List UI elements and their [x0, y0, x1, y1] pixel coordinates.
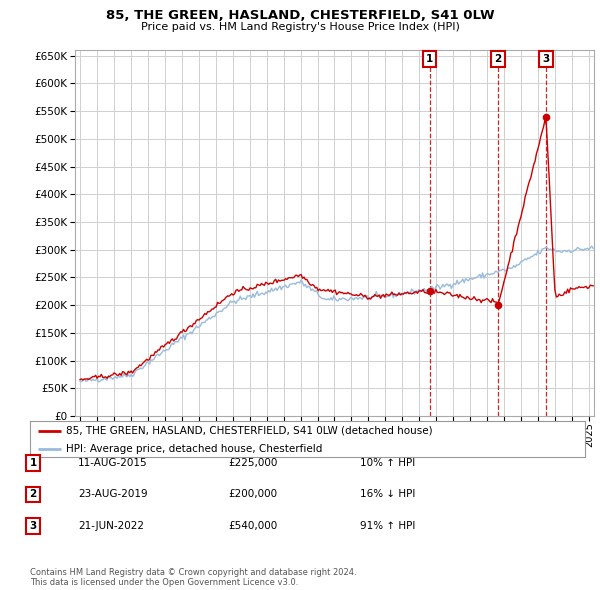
- Text: Contains HM Land Registry data © Crown copyright and database right 2024.
This d: Contains HM Land Registry data © Crown c…: [30, 568, 356, 587]
- Text: £225,000: £225,000: [228, 458, 277, 468]
- Text: 1: 1: [426, 54, 433, 64]
- Text: 2: 2: [494, 54, 502, 64]
- Text: £200,000: £200,000: [228, 490, 277, 499]
- Text: 10% ↑ HPI: 10% ↑ HPI: [360, 458, 415, 468]
- Text: Price paid vs. HM Land Registry's House Price Index (HPI): Price paid vs. HM Land Registry's House …: [140, 22, 460, 32]
- Text: HPI: Average price, detached house, Chesterfield: HPI: Average price, detached house, Ches…: [66, 444, 322, 454]
- Point: [425, 287, 434, 296]
- Text: 23-AUG-2019: 23-AUG-2019: [78, 490, 148, 499]
- Point: [493, 300, 503, 310]
- Text: 11-AUG-2015: 11-AUG-2015: [78, 458, 148, 468]
- Text: 85, THE GREEN, HASLAND, CHESTERFIELD, S41 0LW: 85, THE GREEN, HASLAND, CHESTERFIELD, S4…: [106, 9, 494, 22]
- Text: 2: 2: [29, 490, 37, 499]
- Text: £540,000: £540,000: [228, 521, 277, 530]
- Text: 85, THE GREEN, HASLAND, CHESTERFIELD, S41 0LW (detached house): 85, THE GREEN, HASLAND, CHESTERFIELD, S4…: [66, 426, 433, 436]
- Text: 1: 1: [29, 458, 37, 468]
- Text: 21-JUN-2022: 21-JUN-2022: [78, 521, 144, 530]
- Text: 91% ↑ HPI: 91% ↑ HPI: [360, 521, 415, 530]
- Text: 16% ↓ HPI: 16% ↓ HPI: [360, 490, 415, 499]
- Text: 3: 3: [542, 54, 550, 64]
- Point: [541, 112, 551, 122]
- Text: 3: 3: [29, 521, 37, 530]
